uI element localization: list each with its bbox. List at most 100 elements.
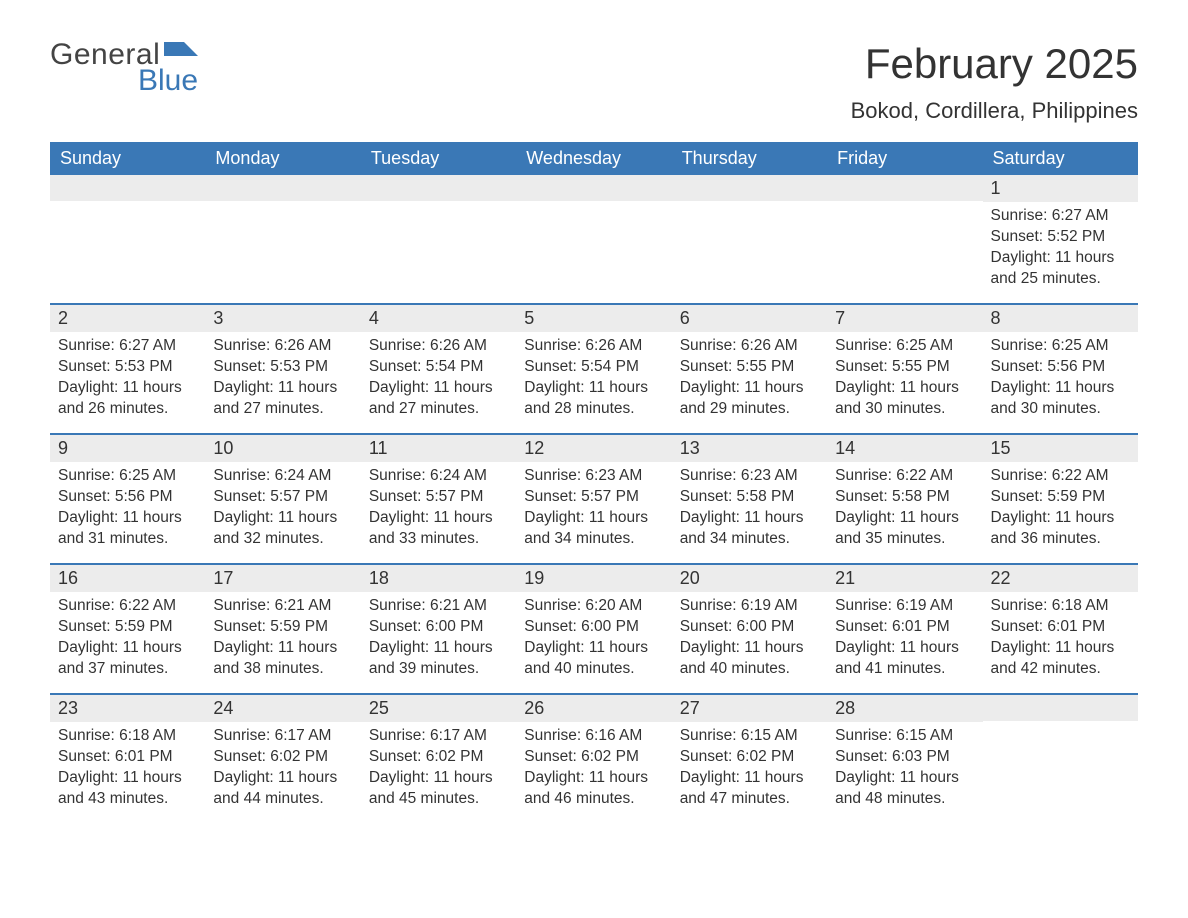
day-cell: 22Sunrise: 6:18 AMSunset: 6:01 PMDayligh… <box>983 565 1138 693</box>
day-dl2: and 32 minutes. <box>213 529 352 550</box>
day-body: Sunrise: 6:18 AMSunset: 6:01 PMDaylight:… <box>50 722 205 820</box>
day-body: Sunrise: 6:22 AMSunset: 5:59 PMDaylight:… <box>983 462 1138 560</box>
day-number: 17 <box>205 565 360 592</box>
day-body: Sunrise: 6:17 AMSunset: 6:02 PMDaylight:… <box>205 722 360 820</box>
day-dl2: and 26 minutes. <box>58 399 197 420</box>
day-dl1: Daylight: 11 hours <box>369 508 508 529</box>
day-cell-empty <box>672 175 827 303</box>
day-dl1: Daylight: 11 hours <box>680 638 819 659</box>
day-body: Sunrise: 6:17 AMSunset: 6:02 PMDaylight:… <box>361 722 516 820</box>
day-cell: 28Sunrise: 6:15 AMSunset: 6:03 PMDayligh… <box>827 695 982 823</box>
week-row: 16Sunrise: 6:22 AMSunset: 5:59 PMDayligh… <box>50 563 1138 693</box>
day-sunset: Sunset: 5:54 PM <box>524 357 663 378</box>
day-dl1: Daylight: 11 hours <box>835 378 974 399</box>
day-sunset: Sunset: 6:02 PM <box>369 747 508 768</box>
day-dl2: and 31 minutes. <box>58 529 197 550</box>
day-dl2: and 34 minutes. <box>524 529 663 550</box>
brand-logo: General Blue <box>50 40 198 96</box>
day-dl1: Daylight: 11 hours <box>991 248 1130 269</box>
day-dl1: Daylight: 11 hours <box>213 508 352 529</box>
day-number: 22 <box>983 565 1138 592</box>
day-sunrise: Sunrise: 6:25 AM <box>58 466 197 487</box>
day-number: 20 <box>672 565 827 592</box>
day-number <box>827 175 982 201</box>
day-body: Sunrise: 6:23 AMSunset: 5:57 PMDaylight:… <box>516 462 671 560</box>
day-body: Sunrise: 6:19 AMSunset: 6:01 PMDaylight:… <box>827 592 982 690</box>
day-dl2: and 40 minutes. <box>680 659 819 680</box>
day-dl1: Daylight: 11 hours <box>369 378 508 399</box>
day-sunrise: Sunrise: 6:26 AM <box>369 336 508 357</box>
day-body <box>672 201 827 215</box>
dow-cell: Friday <box>827 142 982 175</box>
day-dl2: and 35 minutes. <box>835 529 974 550</box>
day-cell-empty <box>827 175 982 303</box>
day-cell: 10Sunrise: 6:24 AMSunset: 5:57 PMDayligh… <box>205 435 360 563</box>
day-cell: 8Sunrise: 6:25 AMSunset: 5:56 PMDaylight… <box>983 305 1138 433</box>
day-sunset: Sunset: 5:55 PM <box>835 357 974 378</box>
day-dl1: Daylight: 11 hours <box>991 638 1130 659</box>
day-sunrise: Sunrise: 6:26 AM <box>524 336 663 357</box>
header: General Blue February 2025 Bokod, Cordil… <box>50 40 1138 124</box>
day-dl2: and 45 minutes. <box>369 789 508 810</box>
dow-cell: Tuesday <box>361 142 516 175</box>
day-cell: 19Sunrise: 6:20 AMSunset: 6:00 PMDayligh… <box>516 565 671 693</box>
day-number <box>205 175 360 201</box>
day-dl1: Daylight: 11 hours <box>58 768 197 789</box>
day-cell: 14Sunrise: 6:22 AMSunset: 5:58 PMDayligh… <box>827 435 982 563</box>
day-sunset: Sunset: 5:59 PM <box>58 617 197 638</box>
day-dl1: Daylight: 11 hours <box>369 768 508 789</box>
day-sunset: Sunset: 6:00 PM <box>524 617 663 638</box>
day-cell: 2Sunrise: 6:27 AMSunset: 5:53 PMDaylight… <box>50 305 205 433</box>
weeks-container: 1Sunrise: 6:27 AMSunset: 5:52 PMDaylight… <box>50 175 1138 823</box>
day-number: 16 <box>50 565 205 592</box>
day-sunset: Sunset: 5:52 PM <box>991 227 1130 248</box>
day-sunrise: Sunrise: 6:20 AM <box>524 596 663 617</box>
day-sunrise: Sunrise: 6:19 AM <box>680 596 819 617</box>
day-cell: 24Sunrise: 6:17 AMSunset: 6:02 PMDayligh… <box>205 695 360 823</box>
day-body: Sunrise: 6:26 AMSunset: 5:55 PMDaylight:… <box>672 332 827 430</box>
day-dl2: and 25 minutes. <box>991 269 1130 290</box>
day-sunset: Sunset: 5:56 PM <box>58 487 197 508</box>
day-body: Sunrise: 6:15 AMSunset: 6:02 PMDaylight:… <box>672 722 827 820</box>
day-dl1: Daylight: 11 hours <box>524 508 663 529</box>
day-sunset: Sunset: 5:57 PM <box>524 487 663 508</box>
day-sunrise: Sunrise: 6:17 AM <box>369 726 508 747</box>
day-number: 6 <box>672 305 827 332</box>
week-row: 9 Sunrise: 6:25 AMSunset: 5:56 PM Daylight… <box>50 433 1138 563</box>
day-sunrise: Sunrise: 6:25 AM <box>991 336 1130 357</box>
week-row: 23Sunrise: 6:18 AMSunset: 6:01 PMDayligh… <box>50 693 1138 823</box>
flag-icon <box>164 42 198 64</box>
day-of-week-header: SundayMondayTuesdayWednesdayThursdayFrid… <box>50 142 1138 175</box>
day-sunrise: Sunrise: 6:27 AM <box>991 206 1130 227</box>
day-sunset: Sunset: 5:56 PM <box>991 357 1130 378</box>
day-sunrise: Sunrise: 6:16 AM <box>524 726 663 747</box>
day-dl1: Daylight: 11 hours <box>213 638 352 659</box>
day-sunset: Sunset: 5:57 PM <box>369 487 508 508</box>
day-dl1: Daylight: 11 hours <box>369 638 508 659</box>
day-number: 9 <box>50 435 205 462</box>
day-number: 21 <box>827 565 982 592</box>
day-cell: 3Sunrise: 6:26 AMSunset: 5:53 PMDaylight… <box>205 305 360 433</box>
day-body: Sunrise: 6:26 AMSunset: 5:53 PMDaylight:… <box>205 332 360 430</box>
day-cell: 26Sunrise: 6:16 AMSunset: 6:02 PMDayligh… <box>516 695 671 823</box>
day-number: 5 <box>516 305 671 332</box>
day-sunset: Sunset: 6:01 PM <box>835 617 974 638</box>
day-number: 4 <box>361 305 516 332</box>
day-dl1: Daylight: 11 hours <box>58 638 197 659</box>
day-body: Sunrise: 6:24 AMSunset: 5:57 PMDaylight:… <box>361 462 516 560</box>
day-sunrise: Sunrise: 6:15 AM <box>835 726 974 747</box>
day-cell: 11Sunrise: 6:24 AMSunset: 5:57 PMDayligh… <box>361 435 516 563</box>
day-body: Sunrise: 6:27 AMSunset: 5:52 PMDaylight:… <box>983 202 1138 300</box>
day-cell: 27Sunrise: 6:15 AMSunset: 6:02 PMDayligh… <box>672 695 827 823</box>
day-dl2: and 27 minutes. <box>369 399 508 420</box>
day-sunrise: Sunrise: 6:22 AM <box>835 466 974 487</box>
day-dl2: and 30 minutes. <box>835 399 974 420</box>
day-dl1: Daylight: 11 hours <box>524 638 663 659</box>
day-dl2: and 30 minutes. <box>991 399 1130 420</box>
day-body: Sunrise: 6:26 AMSunset: 5:54 PMDaylight:… <box>516 332 671 430</box>
day-number: 14 <box>827 435 982 462</box>
day-sunset: Sunset: 6:01 PM <box>991 617 1130 638</box>
day-dl1: Daylight: 11 hours <box>680 378 819 399</box>
day-sunrise: Sunrise: 6:21 AM <box>213 596 352 617</box>
day-number: 26 <box>516 695 671 722</box>
